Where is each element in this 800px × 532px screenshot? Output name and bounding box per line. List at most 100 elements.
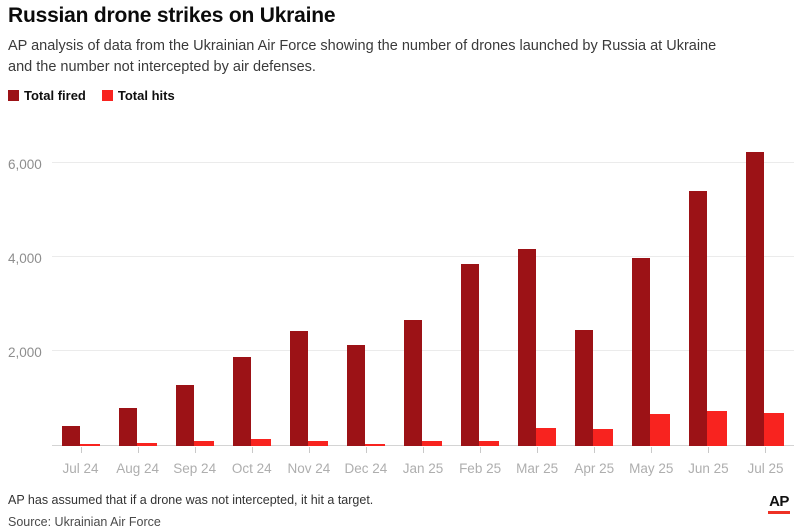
bar-pair [632, 257, 671, 446]
bar-group-feb-25: Feb 25 [452, 140, 509, 476]
bar-group-jan-25: Jan 25 [394, 140, 451, 476]
x-tick-label: Mar 25 [516, 461, 559, 476]
bar-group-oct-24: Oct 24 [223, 140, 280, 476]
x-axis-tick [251, 447, 253, 453]
hits-bar-aug-24 [136, 442, 157, 446]
legend-label-total-fired: Total fired [24, 88, 86, 103]
x-tick-label: Jun 25 [688, 461, 729, 476]
x-axis-tick [651, 447, 653, 453]
x-axis-tick [480, 447, 482, 453]
ap-logo-text: AP [769, 493, 789, 510]
hits-bar-dec-24 [364, 443, 385, 446]
ap-logo: AP [768, 494, 790, 514]
hits-bar-oct-24 [250, 438, 271, 446]
hits-bar-jun-25 [707, 410, 728, 446]
gridline-2000 [52, 349, 794, 351]
bar-pair [175, 384, 214, 446]
x-tick-label: Jul 24 [62, 461, 99, 476]
bar-groups: Jul 24 Aug 24 Sep 24 Oct 24 Nov 24 Dec 24 Jan … [52, 140, 794, 476]
fired-bar-apr-25 [575, 330, 594, 446]
ap-logo-underline [768, 511, 790, 514]
chart-legend: Total fired Total hits [8, 88, 175, 103]
bar-chart: 2,000 4,000 6,000 Jul 24 Aug 24 Sep 24 Oct 24… [0, 140, 800, 476]
x-axis-tick [708, 447, 710, 453]
bar-pair [61, 425, 100, 446]
fired-bar-feb-25 [461, 263, 480, 446]
y-tick-label: 2,000 [8, 344, 42, 360]
subtitle-line-2: and the number not intercepted by air de… [8, 59, 316, 75]
bar-pair [404, 320, 442, 446]
gridline-6000 [52, 161, 794, 163]
source-line: Source: Ukrainian Air Force [8, 515, 161, 529]
gridline-4000 [52, 255, 794, 257]
bar-pair [461, 263, 500, 446]
bar-group-aug-24: Aug 24 [109, 140, 166, 476]
x-tick-label: Oct 24 [231, 461, 272, 476]
page-title: Russian drone strikes on Ukraine [8, 4, 336, 27]
hits-bar-nov-24 [307, 440, 328, 446]
bar-group-mar-25: Mar 25 [509, 140, 566, 476]
x-tick-label: Apr 25 [574, 461, 615, 476]
hits-bar-mar-25 [536, 428, 557, 446]
x-tick-label: May 25 [629, 461, 674, 476]
fired-bar-jun-25 [689, 191, 708, 446]
chart-subtitle: AP analysis of data from the Ukrainian A… [8, 36, 794, 78]
bar-group-jul-25: Jul 25 [737, 140, 794, 476]
x-tick-label: Feb 25 [459, 461, 502, 476]
fired-bar-mar-25 [518, 249, 537, 446]
subtitle-line-1: AP analysis of data from the Ukrainian A… [8, 38, 717, 54]
fired-bar-may-25 [632, 257, 651, 446]
fired-bar-oct-24 [232, 357, 251, 446]
x-tick-label: Jan 25 [402, 461, 444, 476]
bar-group-jun-25: Jun 25 [680, 140, 737, 476]
x-axis-tick [765, 447, 767, 453]
legend-item-total-hits: Total hits [101, 88, 175, 103]
x-tick-label: Dec 24 [344, 461, 388, 476]
bar-group-nov-24: Nov 24 [280, 140, 337, 476]
x-axis-tick [308, 447, 310, 453]
x-axis-tick [423, 447, 424, 453]
bar-group-may-25: May 25 [623, 140, 680, 476]
y-tick-label: 4,000 [8, 250, 42, 266]
fired-bar-jul-25 [746, 151, 765, 446]
legend-label-total-hits: Total hits [117, 88, 175, 103]
hits-bar-jul-24 [79, 443, 100, 446]
bar-pair [289, 331, 328, 446]
bar-pair [118, 408, 157, 446]
hits-bar-apr-25 [593, 429, 614, 446]
bar-pair [232, 357, 271, 446]
bar-pair [746, 151, 785, 446]
bar-pair [518, 249, 557, 446]
total-fired-swatch-icon [8, 90, 19, 101]
bar-pair [575, 330, 614, 446]
hits-bar-feb-25 [479, 441, 500, 446]
x-tick-label: Aug 24 [116, 461, 160, 476]
hits-bar-jul-25 [764, 413, 785, 446]
fired-bar-sep-24 [175, 384, 194, 446]
hits-bar-jan-25 [422, 440, 442, 446]
x-axis-tick [194, 447, 196, 453]
x-axis-tick [365, 447, 367, 453]
x-axis-tick [537, 447, 539, 453]
x-tick-label: Sep 24 [173, 461, 217, 476]
bar-pair [689, 191, 728, 446]
hits-bar-sep-24 [193, 441, 214, 446]
fired-bar-jan-25 [404, 320, 422, 446]
bar-group-apr-25: Apr 25 [566, 140, 623, 476]
bar-group-dec-24: Dec 24 [337, 140, 394, 476]
hits-bar-may-25 [650, 413, 671, 446]
bar-group-sep-24: Sep 24 [166, 140, 223, 476]
bar-pair [346, 344, 385, 446]
x-tick-label: Nov 24 [287, 461, 331, 476]
fired-bar-dec-24 [346, 344, 365, 446]
x-axis-tick [137, 447, 139, 453]
y-tick-label: 6,000 [8, 156, 42, 172]
chart-footnote: AP has assumed that if a drone was not i… [8, 493, 374, 507]
x-tick-label: Jul 25 [747, 461, 784, 476]
fired-bar-jul-24 [61, 425, 80, 446]
fired-bar-nov-24 [289, 331, 308, 446]
x-axis-tick [80, 447, 82, 453]
legend-item-total-fired: Total fired [8, 88, 86, 103]
bar-group-jul-24: Jul 24 [52, 140, 109, 476]
total-hits-swatch-icon [101, 90, 113, 101]
